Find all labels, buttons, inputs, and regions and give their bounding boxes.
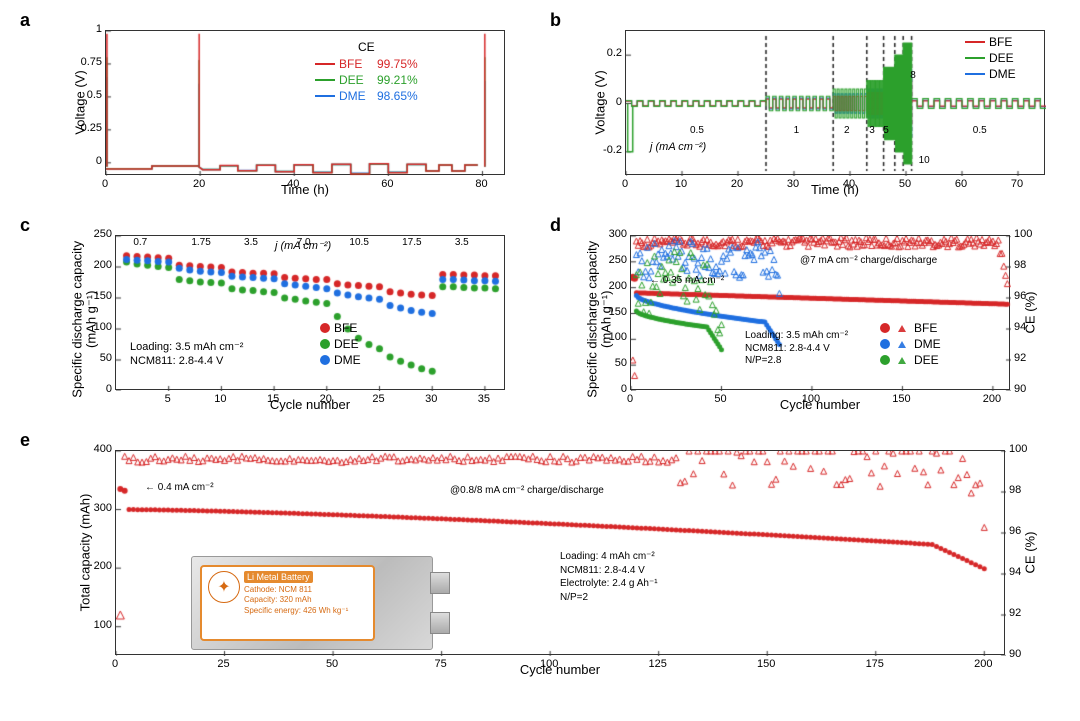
- panel-e: ✦ Li Metal Battery Cathode: NCM 811 Capa…: [50, 440, 1060, 700]
- y2label-e: CE (%): [1023, 513, 1038, 593]
- pouch-title: Li Metal Battery: [244, 571, 313, 583]
- xlabel-a: Time (h): [105, 182, 505, 197]
- panel-d: Specific discharge capacity (mAh g⁻¹) CE…: [570, 225, 1060, 425]
- pouch-lines: Cathode: NCM 811 Capacity: 320 mAh Speci…: [244, 585, 367, 616]
- arrow-d: ← 0.35 mA cm⁻²: [650, 275, 724, 286]
- rate-d: @7 mA cm⁻² charge/discharge: [800, 255, 937, 266]
- figure-root: a Voltage (V) Time (h) CE BFE99.75%DEE99…: [10, 10, 1070, 711]
- panel-a: Voltage (V) Time (h) CE BFE99.75%DEE99.2…: [50, 20, 520, 210]
- plot-area-a: [105, 30, 505, 175]
- panel-b: Voltage (V) Time (h) BFEDEEDME j (mA cm⁻…: [570, 20, 1060, 210]
- legend-d: BFEDMEDEE: [880, 320, 941, 368]
- panel-label-d: d: [550, 215, 561, 236]
- legend-title: CE: [315, 40, 418, 54]
- legend-a: CE BFE99.75%DEE99.21%DME98.65%: [315, 40, 418, 104]
- pouch-cell-image: ✦ Li Metal Battery Cathode: NCM 811 Capa…: [191, 556, 433, 650]
- panel-label-b: b: [550, 10, 561, 31]
- legend-b: BFEDEEDME: [965, 34, 1016, 82]
- info-e: Loading: 4 mAh cm⁻² NCM811: 2.8-4.4 V El…: [560, 550, 658, 604]
- pouch-tab-2: [430, 612, 450, 634]
- panel-c: Specific discharge capacity (mAh g⁻¹) Cy…: [50, 225, 520, 425]
- arrow-e: ← 0.4 mA cm⁻²: [145, 482, 214, 493]
- canvas-a: [106, 31, 506, 176]
- panel-label-e: e: [20, 430, 30, 451]
- rate-e: @0.8/8 mA cm⁻² charge/discharge: [450, 485, 604, 496]
- y2label-d: CE (%): [1023, 273, 1038, 353]
- pouch-tab-1: [430, 572, 450, 594]
- info-c: Loading: 3.5 mAh cm⁻² NCM811: 2.8-4.4 V: [130, 340, 243, 369]
- panel-label-a: a: [20, 10, 30, 31]
- panel-label-c: c: [20, 215, 30, 236]
- pouch-label: ✦ Li Metal Battery Cathode: NCM 811 Capa…: [200, 565, 375, 641]
- j-label-b: j (mA cm⁻²): [650, 140, 706, 153]
- info-d: Loading: 3.5 mAh cm⁻² NCM811: 2.8-4.4 V …: [745, 330, 848, 368]
- pouch-logo-icon: ✦: [208, 571, 240, 603]
- legend-c: BFEDEEDME: [320, 320, 361, 368]
